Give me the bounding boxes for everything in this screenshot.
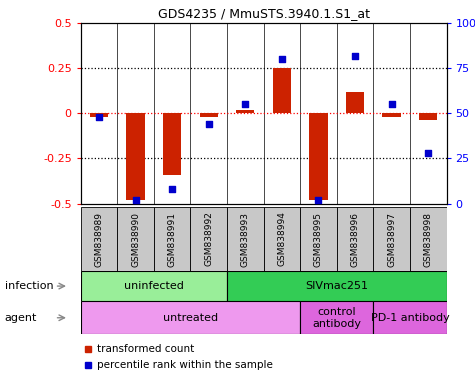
Point xyxy=(425,150,432,156)
Bar xyxy=(273,68,291,113)
Text: percentile rank within the sample: percentile rank within the sample xyxy=(97,360,273,370)
Point xyxy=(278,56,286,62)
Text: GSM838996: GSM838996 xyxy=(351,212,360,266)
Point xyxy=(168,186,176,192)
Text: infection: infection xyxy=(5,281,53,291)
Bar xyxy=(200,113,218,117)
Bar xyxy=(81,271,227,301)
Text: untreated: untreated xyxy=(163,313,218,323)
Bar xyxy=(227,271,446,301)
Bar xyxy=(309,113,328,200)
Bar xyxy=(126,113,145,200)
Point xyxy=(241,101,249,107)
Text: GSM838998: GSM838998 xyxy=(424,212,433,266)
Point xyxy=(205,121,212,127)
Bar xyxy=(163,113,181,175)
Point xyxy=(95,114,103,120)
Point xyxy=(351,53,359,59)
Text: transformed count: transformed count xyxy=(97,344,195,354)
Text: GSM838997: GSM838997 xyxy=(387,212,396,266)
Bar xyxy=(264,207,300,271)
Text: GSM838993: GSM838993 xyxy=(241,212,250,266)
Bar xyxy=(373,207,410,271)
Bar xyxy=(337,207,373,271)
Text: uninfected: uninfected xyxy=(124,281,184,291)
Text: GSM838994: GSM838994 xyxy=(277,212,286,266)
Bar xyxy=(81,301,300,334)
Text: GSM838990: GSM838990 xyxy=(131,212,140,266)
Bar xyxy=(90,113,108,117)
Point xyxy=(132,197,140,203)
Bar xyxy=(81,207,117,271)
Text: GSM838992: GSM838992 xyxy=(204,212,213,266)
Text: GSM838989: GSM838989 xyxy=(95,212,104,266)
Bar xyxy=(346,92,364,113)
Bar xyxy=(227,207,264,271)
Text: GSM838991: GSM838991 xyxy=(168,212,177,266)
Bar xyxy=(410,207,446,271)
Bar xyxy=(154,207,190,271)
Point xyxy=(314,197,322,203)
Text: GSM838995: GSM838995 xyxy=(314,212,323,266)
Bar xyxy=(373,301,446,334)
Text: control
antibody: control antibody xyxy=(312,307,361,329)
Text: agent: agent xyxy=(5,313,37,323)
Text: PD-1 antibody: PD-1 antibody xyxy=(370,313,449,323)
Bar xyxy=(382,113,401,117)
Title: GDS4235 / MmuSTS.3940.1.S1_at: GDS4235 / MmuSTS.3940.1.S1_at xyxy=(158,7,370,20)
Point xyxy=(388,101,396,107)
Bar xyxy=(300,301,373,334)
Text: SIVmac251: SIVmac251 xyxy=(305,281,368,291)
Bar xyxy=(236,110,255,113)
Bar xyxy=(300,207,337,271)
Bar xyxy=(190,207,227,271)
Bar xyxy=(419,113,437,121)
Bar xyxy=(117,207,154,271)
